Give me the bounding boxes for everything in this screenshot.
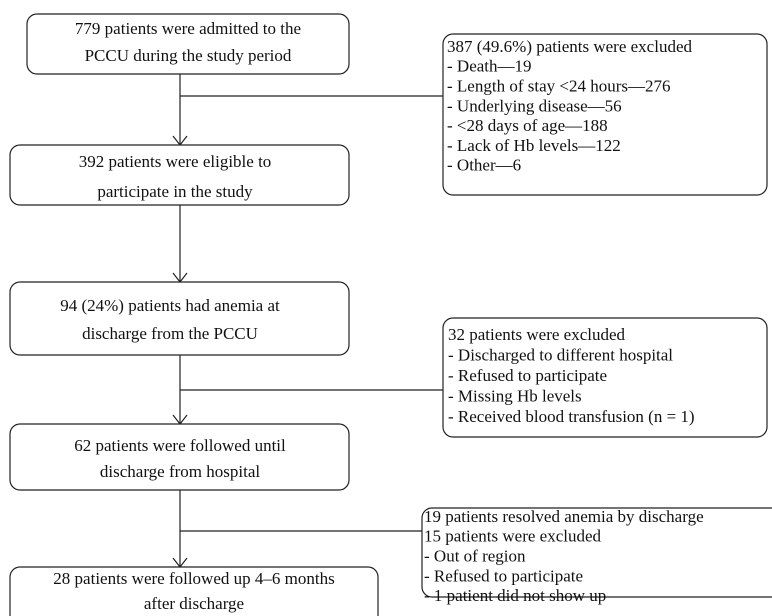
box-text: after discharge: [144, 594, 244, 613]
box-text: PCCU during the study period: [85, 46, 292, 65]
exclusion-text: - Other—6: [447, 156, 521, 175]
exclusion-box: [442, 317, 768, 438]
flow-box: [9, 566, 379, 616]
exclusion-text: - Out of region: [424, 547, 526, 566]
exclusion-box: [421, 507, 772, 598]
exclusion-text: - Discharged to different hospital: [448, 345, 673, 364]
exclusion-text: - Death—19: [447, 57, 532, 76]
exclusion-text: - Length of stay <24 hours—276: [447, 77, 670, 96]
exclusion-text: 387 (49.6%) patients were excluded: [447, 37, 692, 56]
box-text: 62 patients were followed until: [74, 436, 286, 455]
box-text: 779 patients were admitted to the: [75, 19, 301, 38]
exclusion-box: [442, 33, 768, 196]
exclusion-text: - <28 days of age—188: [447, 116, 608, 135]
box-text: 94 (24%) patients had anemia at: [60, 296, 280, 315]
exclusion-text: - Refused to participate: [424, 566, 583, 585]
box-text: discharge from the PCCU: [82, 324, 258, 343]
exclusion-text: 19 patients resolved anemia by discharge: [424, 507, 704, 526]
flow-box: [9, 423, 350, 491]
box-text: participate in the study: [97, 182, 253, 201]
exclusion-text: - 1 patient did not show up: [424, 586, 606, 605]
exclusion-text: 15 patients were excluded: [424, 527, 602, 546]
flow-box: [9, 281, 350, 356]
exclusion-text: - Lack of Hb levels—122: [447, 136, 621, 155]
flow-box: [26, 13, 350, 75]
box-text: 392 patients were eligible to: [79, 152, 272, 171]
box-text: 28 patients were followed up 4–6 months: [53, 569, 334, 588]
exclusion-text: - Refused to participate: [448, 366, 607, 385]
exclusion-text: - Missing Hb levels: [448, 386, 582, 405]
exclusion-text: - Received blood transfusion (n = 1): [448, 407, 695, 426]
exclusion-text: - Underlying disease—56: [447, 96, 622, 115]
box-text: discharge from hospital: [100, 462, 260, 481]
exclusion-text: 32 patients were excluded: [448, 325, 626, 344]
flow-box: [9, 144, 350, 206]
